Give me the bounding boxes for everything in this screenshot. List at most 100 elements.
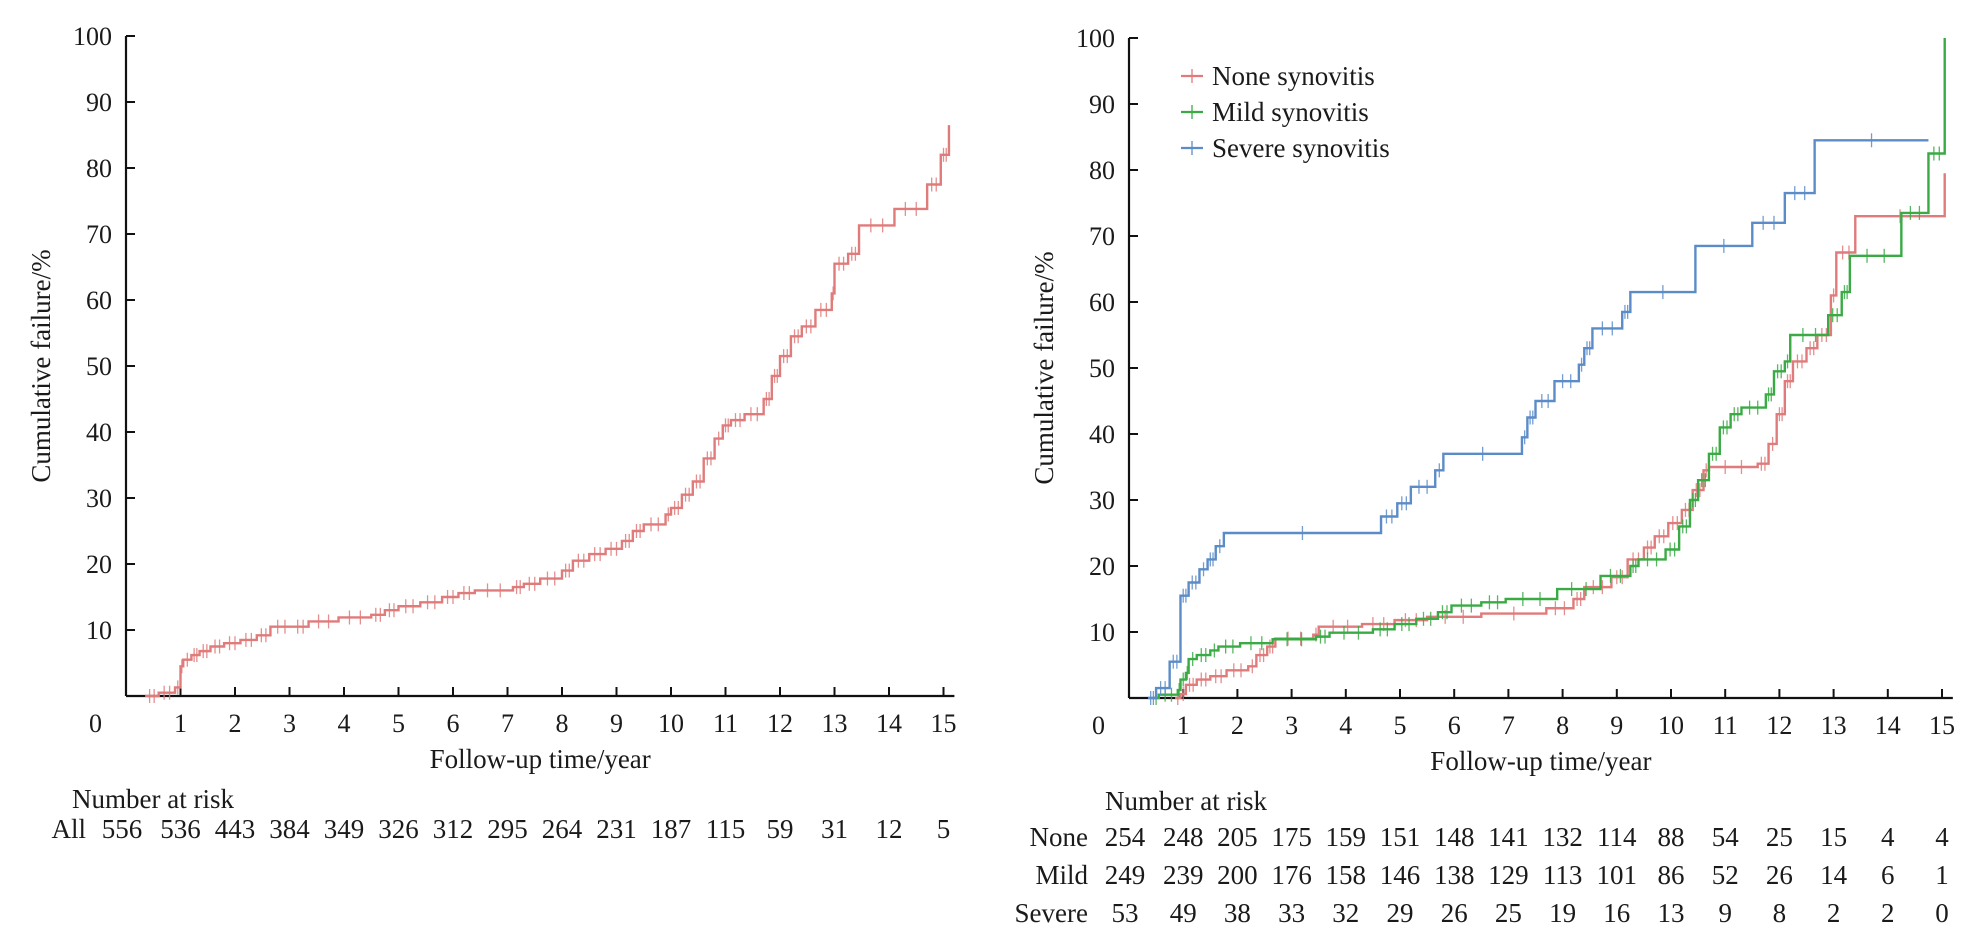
- risk-count: 29: [1387, 898, 1414, 928]
- risk-count: 239: [1163, 860, 1204, 890]
- x-tick-label: 1: [1177, 711, 1190, 740]
- risk-count: 59: [767, 814, 794, 844]
- risk-count: 556: [102, 814, 143, 844]
- risk-count: 312: [433, 814, 474, 844]
- y-tick-label: 80: [86, 154, 112, 183]
- x-tick-label: 6: [447, 709, 460, 738]
- y-tick-label: 90: [86, 88, 112, 117]
- x-axis-title: Follow-up time/year: [430, 744, 651, 774]
- risk-count: 443: [215, 814, 256, 844]
- km-curve-none-synovitis: [1175, 173, 1946, 700]
- risk-count: 15: [1820, 822, 1847, 852]
- risk-count: 4: [1935, 822, 1949, 852]
- x-axis-title: Follow-up time/year: [1430, 746, 1651, 776]
- y-axis-title: Cumulative failure/%: [26, 249, 56, 482]
- x-tick-label: 8: [1556, 711, 1569, 740]
- km-curve-all: [145, 125, 951, 698]
- risk-count: 86: [1658, 860, 1685, 890]
- y-tick-label: 20: [1089, 552, 1115, 581]
- x-tick-label: 1: [174, 709, 187, 738]
- risk-count: 254: [1105, 822, 1146, 852]
- risk-count: 231: [596, 814, 637, 844]
- y-tick-label: 10: [1089, 618, 1115, 647]
- risk-count: 200: [1217, 860, 1258, 890]
- risk-count: 187: [651, 814, 692, 844]
- risk-count: 101: [1597, 860, 1638, 890]
- x-tick-label: 5: [1394, 711, 1407, 740]
- x-tick-label: 15: [1929, 711, 1955, 740]
- risk-count: 114: [1597, 822, 1637, 852]
- risk-count: 16: [1603, 898, 1630, 928]
- risk-count: 5: [937, 814, 951, 844]
- risk-count: 159: [1326, 822, 1367, 852]
- risk-count: 49: [1170, 898, 1197, 928]
- x-tick-label: 4: [338, 709, 351, 738]
- y-tick-label: 10: [86, 616, 112, 645]
- risk-count: 115: [706, 814, 746, 844]
- y-tick-label: 90: [1089, 90, 1115, 119]
- x-tick-label: 12: [1766, 711, 1792, 740]
- y-tick-label: 60: [1089, 288, 1115, 317]
- x-tick-label: 12: [767, 709, 793, 738]
- risk-count: 176: [1271, 860, 1312, 890]
- risk-count: 38: [1224, 898, 1251, 928]
- risk-count: 31: [821, 814, 848, 844]
- x-tick-label: 8: [556, 709, 569, 738]
- risk-count: 14: [1820, 860, 1848, 890]
- risk-count: 54: [1712, 822, 1740, 852]
- legend-label: Mild synovitis: [1212, 97, 1369, 127]
- risk-count: 175: [1271, 822, 1312, 852]
- risk-row-label: Severe: [1015, 898, 1088, 928]
- risk-count: 132: [1542, 822, 1583, 852]
- y-zero-label: 0: [89, 709, 102, 738]
- x-tick-label: 9: [1610, 711, 1623, 740]
- risk-count: 349: [324, 814, 365, 844]
- x-tick-label: 2: [229, 709, 242, 738]
- risk-count: 53: [1112, 898, 1139, 928]
- risk-count: 148: [1434, 822, 1475, 852]
- risk-count: 129: [1488, 860, 1529, 890]
- y-tick-label: 100: [1076, 24, 1115, 53]
- x-tick-label: 2: [1231, 711, 1244, 740]
- x-tick-label: 11: [1713, 711, 1738, 740]
- risk-count: 1: [1935, 860, 1949, 890]
- risk-count: 2: [1827, 898, 1841, 928]
- y-tick-label: 40: [1089, 420, 1115, 449]
- risk-count: 384: [269, 814, 310, 844]
- x-tick-label: 4: [1339, 711, 1352, 740]
- y-tick-label: 30: [86, 484, 112, 513]
- risk-count: 141: [1488, 822, 1529, 852]
- risk-row-label: None: [1030, 822, 1088, 852]
- x-tick-label: 10: [1658, 711, 1684, 740]
- risk-count: 13: [1658, 898, 1685, 928]
- risk-count: 205: [1217, 822, 1258, 852]
- y-tick-label: 70: [86, 220, 112, 249]
- x-tick-label: 7: [1502, 711, 1515, 740]
- risk-count: 8: [1773, 898, 1787, 928]
- y-tick-label: 50: [1089, 354, 1115, 383]
- y-tick-label: 50: [86, 352, 112, 381]
- risk-count: 2: [1881, 898, 1895, 928]
- risk-count: 326: [378, 814, 419, 844]
- x-tick-label: 10: [658, 709, 684, 738]
- risk-count: 88: [1658, 822, 1685, 852]
- risk-count: 146: [1380, 860, 1421, 890]
- risk-count: 19: [1549, 898, 1576, 928]
- legend-label: Severe synovitis: [1212, 133, 1390, 163]
- x-tick-label: 3: [1285, 711, 1298, 740]
- risk-count: 158: [1326, 860, 1367, 890]
- y-tick-label: 40: [86, 418, 112, 447]
- risk-count: 295: [487, 814, 528, 844]
- x-tick-label: 9: [610, 709, 623, 738]
- y-tick-label: 70: [1089, 222, 1115, 251]
- x-tick-label: 15: [931, 709, 957, 738]
- y-tick-label: 80: [1089, 156, 1115, 185]
- risk-count: 249: [1105, 860, 1146, 890]
- risk-count: 26: [1766, 860, 1793, 890]
- risk-table-title: Number at risk: [1105, 786, 1267, 816]
- x-tick-label: 7: [501, 709, 514, 738]
- risk-count: 9: [1718, 898, 1732, 928]
- risk-count: 0: [1935, 898, 1949, 928]
